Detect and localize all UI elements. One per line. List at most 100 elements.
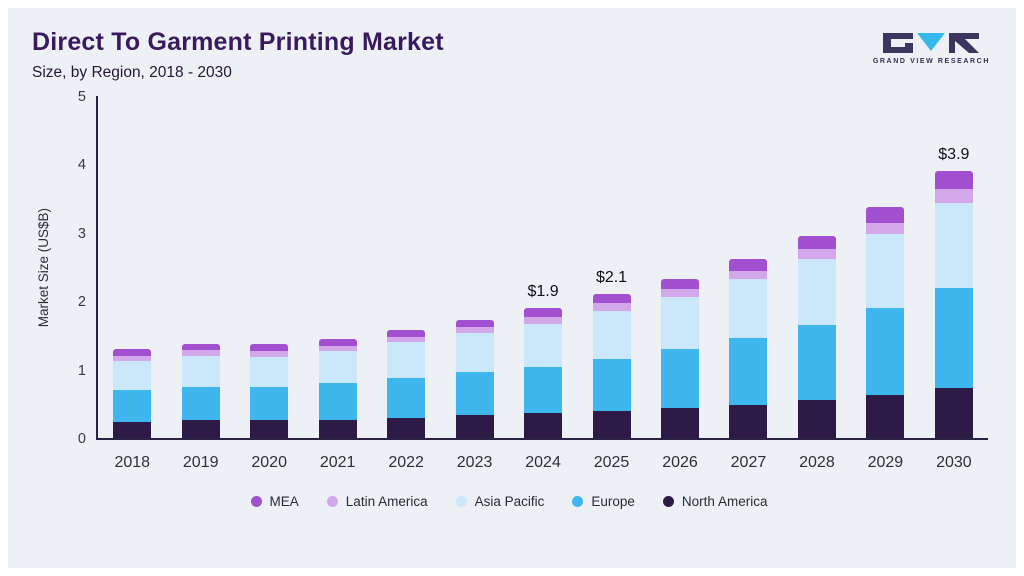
- bar-value-label: $2.1: [595, 269, 628, 287]
- titles: Direct To Garment Printing Market Size, …: [32, 28, 444, 82]
- stacked-bar: [387, 329, 426, 438]
- bar-segment-mea: [387, 329, 426, 337]
- bar-segment-latin-america: [455, 327, 494, 333]
- y-tick-label: 1: [77, 362, 86, 379]
- x-axis-tick-label: 2021: [319, 454, 356, 471]
- legend-dot-europe: [572, 496, 584, 507]
- bar-segment-europe: [181, 387, 220, 421]
- bar-segment-latin-america: [866, 222, 905, 235]
- x-axis-tick-label: 2026: [662, 454, 698, 471]
- legend-item-europe: Europe: [572, 494, 635, 509]
- bar-column: [98, 96, 166, 438]
- x-axis-tick-label: 2024: [525, 454, 561, 471]
- bar-segment-north-america: [318, 419, 357, 438]
- bar-segment-asia-pacific: [866, 234, 905, 309]
- y-tick-label: 2: [77, 294, 86, 311]
- stacked-bar: [660, 278, 699, 438]
- bar-value-label: $3.9: [938, 146, 970, 164]
- bar-segment-latin-america: [181, 350, 220, 356]
- bar-segment-latin-america: [592, 303, 631, 311]
- bar-column: [372, 96, 440, 438]
- x-axis-tick-label: 2020: [251, 454, 287, 471]
- bar-column: [851, 96, 919, 438]
- chart-header: Direct To Garment Printing Market Size, …: [8, 8, 1016, 82]
- bar-segment-europe: [387, 377, 426, 418]
- bar-segment-north-america: [387, 417, 426, 438]
- bar-segment-asia-pacific: [387, 342, 426, 378]
- stacked-bar-chart: Market Size (US$B) 0 1 2 3 4 5 $1.9 $2.1 $3.9 2…: [30, 89, 988, 509]
- legend-label: Asia Pacific: [474, 494, 545, 509]
- y-tick-label: 4: [77, 157, 86, 174]
- stacked-bar: [524, 308, 563, 438]
- bar-segment-mea: [318, 338, 357, 346]
- x-axis-tick-label: 2029: [867, 454, 904, 471]
- legend-item-latin-america: Latin America: [326, 494, 428, 509]
- bar-segment-north-america: [797, 399, 836, 438]
- bar-segment-north-america: [934, 388, 973, 438]
- x-axis-tick-label: 2027: [730, 454, 767, 471]
- legend-dot-asia-pacific: [455, 496, 467, 507]
- bar-column: [303, 96, 371, 438]
- x-axis-tick-label: 2018: [114, 454, 151, 471]
- x-axis-spacer: [30, 440, 98, 472]
- bar-segment-north-america: [866, 394, 905, 438]
- bar-segment-mea: [934, 171, 973, 190]
- stacked-bar: [318, 338, 357, 438]
- bar-segment-mea: [455, 320, 494, 328]
- bar-segment-asia-pacific: [250, 356, 289, 388]
- legend-label: Europe: [591, 494, 635, 509]
- bar-segment-north-america: [455, 415, 494, 438]
- bar-segment-north-america: [113, 421, 152, 438]
- bar-segment-north-america: [729, 404, 768, 438]
- bar-segment-north-america: [250, 420, 289, 438]
- page-subtitle: Size, by Region, 2018 - 2030: [32, 64, 232, 81]
- bar-segment-mea: [250, 344, 289, 352]
- logo-text: GRAND VIEW RESEARCH: [872, 58, 990, 65]
- bar-column: [783, 96, 851, 438]
- stacked-bar: [866, 206, 905, 438]
- stacked-bar: [729, 258, 768, 438]
- bar-segment-latin-america: [660, 288, 699, 298]
- bar-column: [166, 96, 234, 438]
- bar-segment-latin-america: [797, 248, 836, 259]
- bar-segment-mea: [181, 343, 220, 351]
- bar-segment-europe: [455, 371, 494, 416]
- bar-segment-europe: [660, 349, 699, 408]
- y-tick-label: 0: [77, 431, 86, 447]
- bar-column: [646, 96, 714, 438]
- y-axis-label: Market Size (US$B): [35, 208, 51, 328]
- bar-column: $1.9: [509, 96, 577, 438]
- stacked-bar: [592, 294, 631, 438]
- bar-segment-latin-america: [729, 270, 768, 280]
- bar-segment-mea: [592, 294, 631, 304]
- bar-segment-latin-america: [934, 189, 973, 203]
- legend-dot-mea: [250, 496, 262, 507]
- bar-segment-asia-pacific: [729, 279, 768, 339]
- bar-segment-europe: [934, 287, 973, 389]
- x-axis-tick-label: 2019: [182, 454, 219, 471]
- bar-segment-asia-pacific: [592, 310, 631, 359]
- grand-view-research-logo: GRAND VIEW RESEARCH: [873, 32, 990, 65]
- bar-column: [714, 96, 782, 438]
- bar-segment-mea: [797, 235, 836, 249]
- x-axis-tick-label: 2028: [799, 454, 835, 471]
- bar-segment-europe: [524, 366, 563, 414]
- bar-column: $3.9: [920, 96, 988, 438]
- legend-label: MEA: [269, 494, 299, 509]
- y-tick-label: 3: [77, 225, 86, 242]
- bar-segment-asia-pacific: [113, 361, 152, 391]
- stacked-bar: [250, 344, 289, 438]
- bar-segment-asia-pacific: [934, 202, 973, 288]
- bar-segment-north-america: [181, 420, 220, 438]
- bar-segment-mea: [729, 258, 768, 271]
- x-axis-labels: 2018 2019 2020 2021 2022 2023 2024 2025 2026 2027…: [98, 440, 988, 472]
- y-axis-ticks: 0 1 2 3 4 5: [56, 89, 96, 447]
- legend-dot-north-america: [662, 496, 674, 507]
- stacked-bar: [455, 320, 494, 438]
- bar-segment-europe: [797, 324, 836, 400]
- y-axis-label-column: Market Size (US$B): [30, 96, 56, 440]
- stacked-bar: [934, 171, 973, 438]
- bar-segment-asia-pacific: [318, 351, 357, 384]
- bar-segment-europe: [729, 338, 768, 405]
- chart-card: Direct To Garment Printing Market Size, …: [8, 8, 1016, 568]
